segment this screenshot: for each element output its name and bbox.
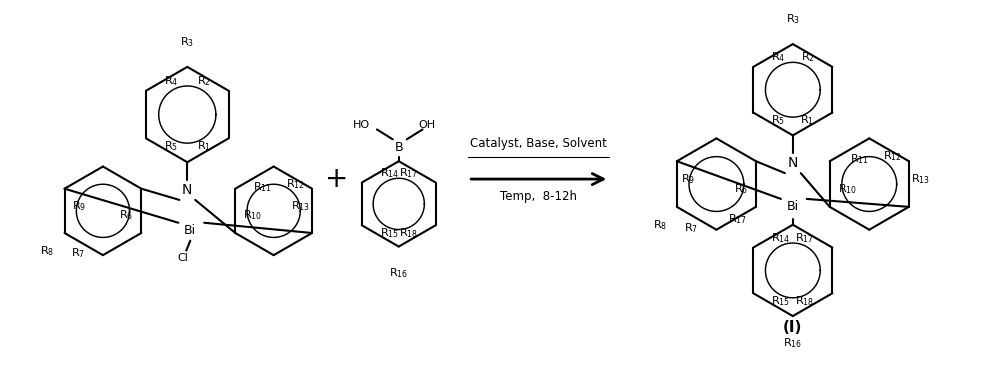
Text: R$_{8}$: R$_{8}$ [653, 218, 667, 232]
Text: N: N [788, 156, 798, 170]
Text: R$_{1}$: R$_{1}$ [800, 114, 815, 127]
Text: R$_{12}$: R$_{12}$ [286, 177, 305, 191]
Text: R$_{10}$: R$_{10}$ [243, 208, 262, 222]
Text: R$_{12}$: R$_{12}$ [883, 149, 902, 163]
Text: Bi: Bi [787, 200, 799, 213]
Text: R$_{11}$: R$_{11}$ [253, 180, 272, 194]
Text: HO: HO [352, 121, 370, 130]
Text: R$_{13}$: R$_{13}$ [911, 172, 930, 186]
Text: (I): (I) [783, 321, 803, 335]
Text: R$_{4}$: R$_{4}$ [164, 74, 178, 88]
Text: B: B [394, 141, 403, 154]
Text: R$_{16}$: R$_{16}$ [783, 336, 802, 350]
Text: OH: OH [418, 121, 435, 130]
Text: R$_{15}$: R$_{15}$ [771, 294, 790, 308]
Text: R$_{17}$: R$_{17}$ [728, 212, 747, 226]
Text: Bi: Bi [184, 224, 196, 237]
Text: R$_{13}$: R$_{13}$ [291, 200, 310, 213]
Text: R$_{15}$: R$_{15}$ [380, 226, 399, 240]
Text: R$_{5}$: R$_{5}$ [771, 114, 785, 127]
Text: R$_{7}$: R$_{7}$ [684, 221, 699, 235]
Text: R$_{14}$: R$_{14}$ [380, 166, 399, 180]
Text: Catalyst, Base, Solvent: Catalyst, Base, Solvent [470, 137, 607, 150]
Text: R$_{17}$: R$_{17}$ [399, 166, 418, 180]
Text: R$_{2}$: R$_{2}$ [197, 74, 211, 88]
Text: R$_{2}$: R$_{2}$ [801, 50, 815, 64]
Text: R$_{1}$: R$_{1}$ [197, 139, 211, 153]
Text: R$_{17}$: R$_{17}$ [795, 231, 815, 244]
Text: Cl: Cl [177, 254, 188, 263]
Text: R$_{8}$: R$_{8}$ [40, 244, 55, 258]
Text: R$_{10}$: R$_{10}$ [838, 182, 857, 196]
Text: R$_{9}$: R$_{9}$ [72, 200, 87, 213]
Text: R$_{5}$: R$_{5}$ [164, 139, 178, 153]
Text: R$_{3}$: R$_{3}$ [180, 35, 194, 49]
Text: R$_{3}$: R$_{3}$ [786, 13, 800, 26]
Text: R$_{9}$: R$_{9}$ [681, 172, 695, 186]
Text: R$_{6}$: R$_{6}$ [734, 182, 748, 196]
Text: R$_{18}$: R$_{18}$ [795, 294, 815, 308]
Text: N: N [182, 183, 192, 197]
Text: R$_{11}$: R$_{11}$ [850, 152, 869, 166]
Text: R$_{7}$: R$_{7}$ [71, 246, 85, 260]
Text: +: + [325, 165, 348, 193]
Text: R$_{16}$: R$_{16}$ [389, 266, 408, 280]
Text: R$_{18}$: R$_{18}$ [399, 226, 418, 240]
Text: R$_{14}$: R$_{14}$ [771, 231, 790, 244]
Text: R$_{6}$: R$_{6}$ [119, 208, 133, 222]
Text: R$_{4}$: R$_{4}$ [771, 50, 786, 64]
Text: Temp,  8-12h: Temp, 8-12h [500, 190, 577, 204]
